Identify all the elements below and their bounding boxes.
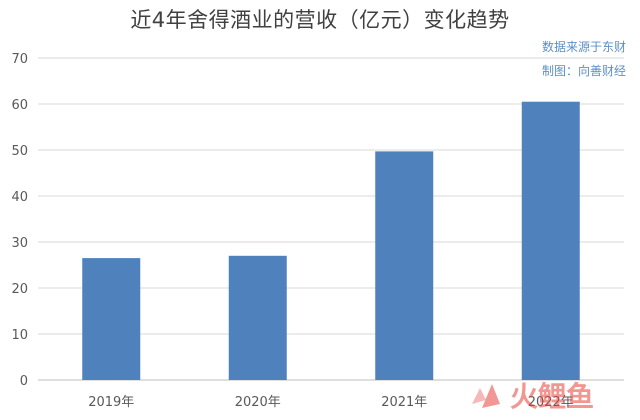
y-tick-label: 30 <box>11 236 28 251</box>
x-tick-label: 2022年 <box>528 395 574 410</box>
y-tick-label: 50 <box>11 144 28 159</box>
watermark-text: 火鲤鱼 <box>510 380 594 413</box>
chart-credit-note: 制图：向善财经 <box>541 64 626 78</box>
y-tick-label: 10 <box>11 328 28 343</box>
y-tick-label: 60 <box>11 98 28 113</box>
watermark-logo: 火鲤鱼 <box>472 380 594 413</box>
x-tick-label: 2020年 <box>235 395 281 410</box>
x-tick-label: 2019年 <box>88 395 134 410</box>
bar <box>228 255 287 380</box>
data-source-note: 数据来源于东财 <box>541 40 626 54</box>
y-tick-label: 40 <box>11 190 28 205</box>
bar <box>82 258 141 380</box>
y-tick-label: 20 <box>11 282 28 297</box>
y-tick-label: 0 <box>20 374 28 389</box>
chart-title: 近4年舍得酒业的营收（亿元）变化趋势 <box>130 8 510 32</box>
bar <box>521 101 580 380</box>
x-tick-label: 2021年 <box>381 395 427 410</box>
bar <box>375 151 434 380</box>
y-tick-label: 70 <box>11 52 28 67</box>
